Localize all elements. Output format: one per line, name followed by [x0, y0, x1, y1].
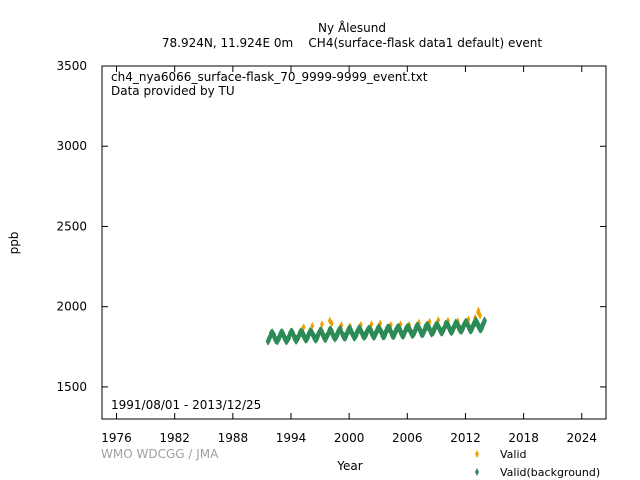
x-tick-label: 2024 — [566, 431, 597, 445]
x-tick-label: 1994 — [276, 431, 307, 445]
chart-title-station: Ny Ålesund — [318, 20, 386, 35]
x-tick-label: 2018 — [508, 431, 539, 445]
chart-title-detail: 78.924N, 11.924E 0m CH4(surface-flask da… — [162, 36, 543, 50]
x-tick-label: 2000 — [334, 431, 365, 445]
credit-text: WMO WDCGG / JMA — [101, 447, 219, 461]
valid-point — [329, 319, 334, 328]
x-axis-label: Year — [336, 459, 362, 473]
x-tick-label: 2012 — [450, 431, 481, 445]
x-tick-label: 1988 — [218, 431, 249, 445]
x-tick-label: 1976 — [101, 431, 132, 445]
data-points — [265, 306, 487, 346]
y-axis: 1500 2000 2500 3000 3500 — [56, 59, 606, 394]
valid-point — [320, 320, 324, 329]
x-tick-label: 2006 — [392, 431, 423, 445]
legend-label-valid-background: Valid(background) — [500, 466, 600, 479]
valid-point — [478, 311, 482, 320]
plot-frame — [101, 65, 607, 420]
x-axis: 1976 1982 1988 1994 2000 2006 2012 2018 2024 — [101, 66, 597, 445]
y-tick-label: 3000 — [56, 139, 87, 153]
y-tick-label: 2500 — [56, 219, 87, 233]
x-tick-label: 1982 — [159, 431, 190, 445]
data-filename: ch4_nya6066_surface-flask_70_9999-9999_e… — [111, 70, 428, 84]
y-tick-label: 3500 — [56, 59, 87, 73]
y-tick-label: 2000 — [56, 300, 87, 314]
data-provider: Data provided by TU — [111, 84, 235, 98]
legend: Valid Valid(background) — [475, 448, 600, 479]
legend-marker-valid — [475, 450, 479, 458]
legend-marker-valid-background — [475, 468, 479, 476]
legend-label-valid: Valid — [500, 448, 527, 461]
valid-background-point — [482, 317, 487, 324]
valid-point — [310, 321, 315, 330]
y-axis-label: ppb — [7, 232, 21, 255]
y-tick-label: 1500 — [56, 380, 87, 394]
date-range-label: 1991/08/01 - 2013/12/25 — [111, 398, 261, 412]
